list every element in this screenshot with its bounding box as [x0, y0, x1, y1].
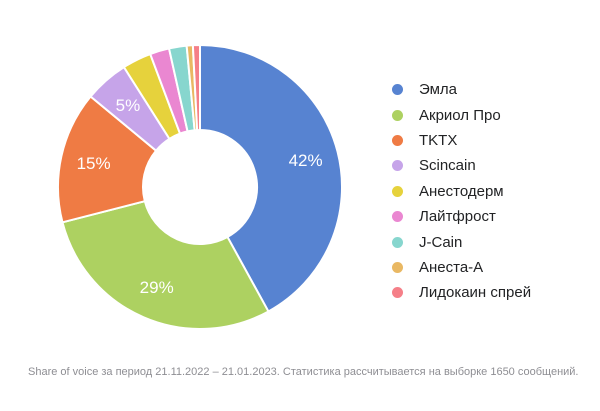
legend-item: J-Cain: [392, 229, 531, 254]
legend-swatch-icon: [392, 160, 403, 172]
pie-slice: [191, 43, 201, 132]
legend-item: Акриол Про: [392, 102, 531, 127]
legend-item: TKTX: [392, 128, 531, 153]
legend-swatch-icon: [392, 84, 403, 96]
legend-swatch-icon: [392, 211, 403, 223]
pie-slice: [199, 43, 343, 313]
legend-item: Лайтфрост: [392, 204, 531, 229]
slice-label: 15%: [77, 154, 111, 173]
legend-item: Анестодерм: [392, 179, 531, 204]
legend-label: Анестодерм: [419, 182, 504, 200]
legend-swatch-icon: [392, 287, 403, 299]
pie-slice: [57, 95, 158, 224]
legend-swatch-icon: [392, 185, 403, 197]
pie-slice: [61, 199, 270, 330]
legend-label: Scincain: [419, 157, 476, 175]
legend-swatch-icon: [392, 134, 403, 146]
legend-label: Эмла: [419, 81, 458, 99]
slice-label: 5%: [116, 96, 141, 115]
legend-label: TKTX: [419, 131, 458, 149]
slice-label: 29%: [140, 278, 174, 297]
legend-item: Анеста-А: [392, 255, 531, 280]
legend-item: Scincain: [392, 153, 531, 178]
legend-item: Эмла: [392, 77, 531, 102]
legend-swatch-icon: [392, 236, 403, 248]
slice-label: 42%: [289, 151, 323, 170]
legend: Эмла Акриол Про TKTX Scincain Анестодерм Лайт…: [392, 77, 531, 306]
footer-caption: Share of voice за период 21.11.2022 – 21…: [28, 366, 579, 378]
legend-item: Лидокаин спрей: [392, 280, 531, 305]
legend-swatch-icon: [392, 109, 403, 121]
legend-label: Акриол Про: [419, 106, 501, 124]
legend-label: J-Cain: [419, 233, 463, 251]
legend-label: Лидокаин спрей: [419, 284, 532, 302]
legend-label: Лайтфрост: [419, 208, 496, 226]
legend-swatch-icon: [392, 261, 403, 273]
donut-chart: 42% 29% 15% 5%: [57, 43, 343, 330]
legend-label: Анеста-А: [419, 258, 484, 276]
